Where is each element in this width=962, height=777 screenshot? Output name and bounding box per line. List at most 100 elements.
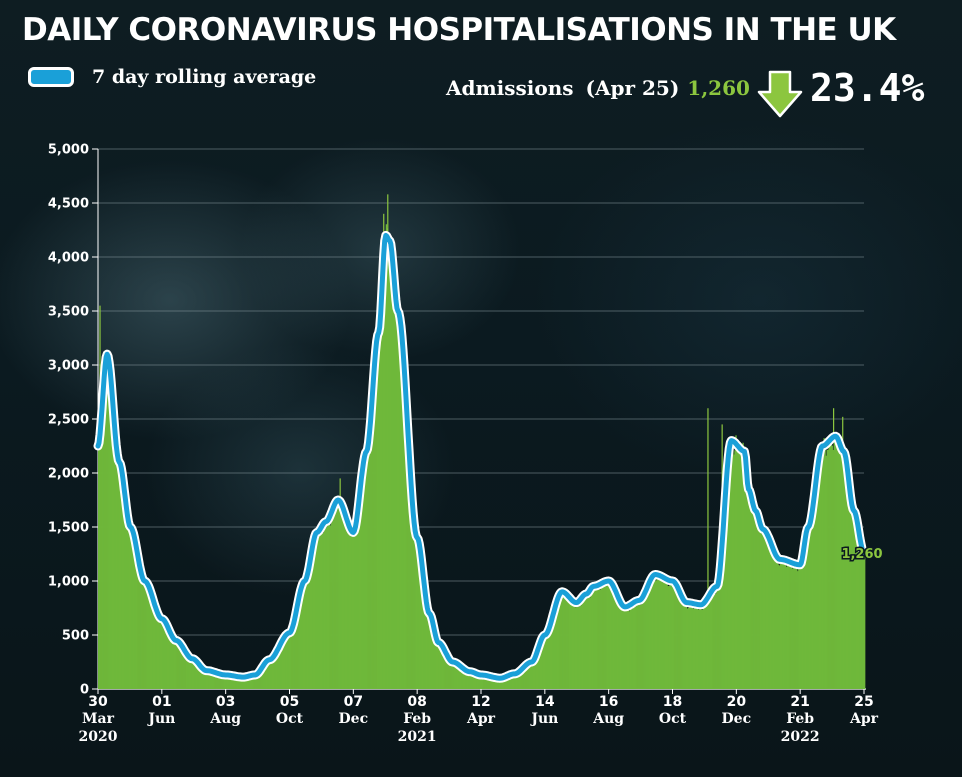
daily-bar [525,666,527,689]
arrow-down-icon [757,70,803,118]
daily-bar [476,676,479,689]
daily-bar [350,531,352,689]
daily-bar [179,644,181,689]
daily-bar [100,445,102,689]
daily-bar [761,526,764,689]
daily-bar [546,636,549,689]
daily-bars [98,224,866,690]
daily-bar [257,676,259,689]
admissions-value: 1,260 [687,76,750,100]
daily-bar [253,677,255,689]
daily-bar [858,539,861,689]
daily-bar [390,250,393,690]
daily-bar [424,587,426,689]
daily-bar [205,672,207,689]
daily-bar [569,595,571,689]
daily-bar [661,577,663,689]
daily-bar [215,674,217,689]
daily-bar [713,588,715,689]
daily-bar [599,589,601,689]
daily-bar [584,593,586,689]
daily-bar [714,588,716,689]
daily-bar [487,677,489,689]
daily-bar [261,671,263,689]
x-tick-day: 07 [344,694,363,710]
x-tick-day: 30 [88,694,108,710]
daily-bar [464,671,467,689]
daily-bar [319,532,322,689]
daily-bar [560,598,562,689]
daily-bar [720,572,722,689]
daily-bar [345,516,347,689]
daily-bar [264,666,266,689]
daily-bar [696,603,699,689]
daily-bar [361,487,363,689]
daily-bar [721,554,723,689]
daily-bar [616,597,619,689]
daily-bar [840,454,843,689]
daily-bar [203,672,205,689]
daily-bar [862,549,865,689]
daily-bar [299,599,301,689]
daily-bar [225,677,228,689]
daily-bar [201,668,203,689]
daily-bar [453,663,455,689]
daily-bar [485,677,487,689]
daily-bar [864,552,866,689]
daily-bar [841,453,844,689]
daily-bar [692,609,695,689]
daily-bar [324,524,327,689]
daily-bar [353,529,355,689]
daily-bar [352,532,354,689]
daily-bar [330,525,332,689]
daily-bar [785,566,788,689]
daily-bar [739,441,741,689]
daily-bar [118,468,120,689]
daily-bar [627,607,630,689]
daily-bar [273,658,275,689]
daily-bar [669,581,671,689]
daily-bar [706,600,709,689]
daily-bar [413,521,415,689]
x-tick-day: 03 [216,694,235,710]
daily-bar [847,478,850,689]
daily-bar [184,652,186,689]
daily-bar [128,520,130,689]
daily-bar [653,579,655,689]
daily-bar [742,442,744,689]
daily-bar [685,600,688,689]
daily-bar [629,605,632,689]
daily-bar [447,659,449,689]
daily-bar [809,528,811,689]
daily-bar [186,654,188,689]
daily-bar [194,660,196,689]
daily-bar [624,606,627,689]
daily-bar [558,597,560,689]
daily-bar [362,467,364,689]
daily-bar [808,530,810,689]
daily-bar [260,672,262,689]
daily-bar [815,480,817,689]
daily-bar [389,238,392,689]
daily-bar [422,567,424,689]
daily-bar [619,600,622,689]
daily-bar [818,474,820,689]
daily-bar [513,676,515,689]
daily-bar [741,459,743,689]
daily-bar [295,613,297,689]
daily-bar [802,561,804,689]
daily-bar [613,584,616,689]
daily-bar [621,608,624,689]
daily-bar [620,604,623,689]
daily-bar [433,628,435,689]
daily-bar [687,607,690,689]
daily-bar [790,565,792,689]
daily-bar [626,607,629,689]
daily-bar [743,462,745,689]
daily-bar [133,539,135,689]
daily-bar [567,599,569,689]
rolling-average-line [93,230,869,683]
daily-bar [813,513,815,689]
daily-bar [171,637,174,689]
daily-bar [686,608,689,689]
